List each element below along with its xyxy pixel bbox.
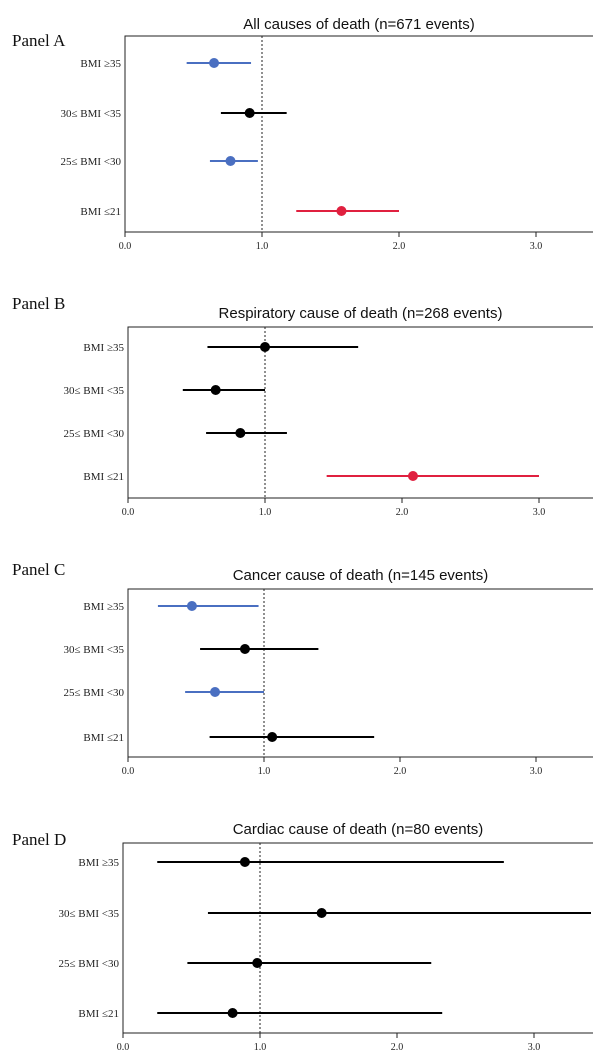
estimate-point [244,108,255,118]
estimate-point [336,206,347,216]
x-tick-label: 1.0 [256,241,269,252]
category-label: BMI ≤21 [83,471,124,483]
estimate-point [210,687,221,697]
x-tick-label: 2.0 [394,766,407,777]
x-tick-label: 0.0 [122,507,135,518]
category-label: 30≤ BMI <35 [60,108,121,120]
panel-a: Panel A All causes of death (n=671 event… [12,16,593,252]
category-label: 30≤ BMI <35 [58,908,119,920]
estimate-point [260,342,270,352]
category-label: BMI ≤21 [80,206,121,218]
category-label: 30≤ BMI <35 [63,644,124,656]
category-label: BMI ≥35 [83,601,124,613]
category-label: 30≤ BMI <35 [63,385,124,397]
x-tick-label: 2.0 [391,1042,404,1053]
x-tick-label: 3.0 [528,1042,541,1053]
plot-frame [124,35,593,233]
estimate-point [235,428,246,438]
category-label: BMI ≤21 [78,1008,119,1020]
category-label: BMI ≤21 [83,732,124,744]
x-tick-label: 3.0 [533,507,546,518]
panel-c: Panel C Cancer cause of death (n=145 eve… [12,560,593,777]
panel-title: Cancer cause of death (n=145 events) [233,567,489,584]
estimate-point [225,156,236,166]
category-label: 25≤ BMI <30 [63,428,124,440]
x-tick-label: 1.0 [258,766,271,777]
x-tick-label: 0.0 [119,241,132,252]
panel-label: Panel D [12,830,66,849]
x-tick-label: 2.0 [396,507,409,518]
x-tick-label: 0.0 [122,766,135,777]
estimate-point [407,471,418,481]
x-tick-label: 1.0 [254,1042,267,1053]
estimate-point [252,958,263,968]
panel-label: Panel B [12,294,65,313]
panel-label: Panel C [12,560,65,579]
category-label: 25≤ BMI <30 [58,958,119,970]
panel-b: Panel B Respiratory cause of death (n=26… [12,294,593,518]
x-tick-label: 2.0 [393,241,406,252]
x-tick-label: 3.0 [530,241,543,252]
estimate-point [239,644,250,654]
x-tick-label: 1.0 [259,507,272,518]
x-tick-label: 0.0 [117,1042,130,1053]
panel-title: Cardiac cause of death (n=80 events) [233,821,484,838]
panel-label: Panel A [12,31,66,50]
estimate-point [210,385,221,395]
estimate-point [267,732,278,742]
category-label: 25≤ BMI <30 [63,687,124,699]
category-label: BMI ≥35 [83,342,124,354]
category-label: BMI ≥35 [78,857,119,869]
estimate-point [209,58,220,68]
panel-title: Respiratory cause of death (n=268 events… [219,305,503,322]
category-label: BMI ≥35 [80,58,121,70]
plot-frame [127,588,593,758]
plot-frame [127,326,593,499]
estimate-point [316,908,327,918]
estimate-point [186,601,197,611]
x-tick-label: 3.0 [530,766,543,777]
panel-title: All causes of death (n=671 events) [243,16,474,33]
panel-d: Panel D Cardiac cause of death (n=80 eve… [12,821,593,1053]
estimate-point [227,1008,238,1018]
estimate-point [239,857,250,867]
plot-frame [122,842,593,1034]
category-label: 25≤ BMI <30 [60,156,121,168]
